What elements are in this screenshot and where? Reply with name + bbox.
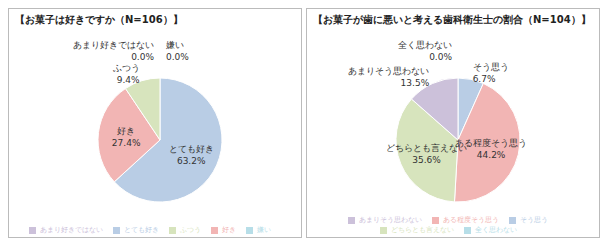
html-text:【お菓子は好きですか（N=106）】: 【お菓子は好きですか（N=106）】 <box>15 14 183 25</box>
html-text:全く思わない: 全く思わない <box>474 226 517 234</box>
svg-text:全く思わない: 全く思わない <box>398 40 452 50</box>
svg-text:6.7%: 6.7% <box>473 74 496 84</box>
svg-text:35.6%: 35.6% <box>412 155 441 165</box>
html-text:とても好き: とても好き <box>124 226 159 234</box>
svg-text:9.4%: 9.4% <box>117 75 140 85</box>
svg-text:13.5%: 13.5% <box>401 78 430 88</box>
html-text:そう思う: そう思う <box>520 216 548 224</box>
html-text:嫌い: 嫌い <box>257 226 271 234</box>
svg-text:0.0%: 0.0% <box>131 52 154 62</box>
svg-text:どちらとも言えない: どちらとも言えない <box>386 143 467 153</box>
svg-text:好き: 好き <box>117 126 135 136</box>
html-text:どちらとも言えない: どちらとも言えない <box>390 226 454 234</box>
html-text:あまりそう思わない: あまりそう思わない <box>359 216 422 224</box>
html-text:あまり好きではない: あまり好きではない <box>40 226 103 234</box>
svg-text:63.2%: 63.2% <box>177 156 206 166</box>
svg-text:0.0%: 0.0% <box>166 52 189 62</box>
svg-text:とても好き: とても好き <box>169 144 214 154</box>
svg-text:27.4%: 27.4% <box>112 138 141 148</box>
html-text:好き: 好き <box>222 226 236 234</box>
svg-text:ある程度そう思う: ある程度そう思う <box>455 138 528 149</box>
html-text:ふつう: ふつう <box>180 226 201 234</box>
svg-text:ふつう: ふつう <box>112 63 140 73</box>
svg-text:そう思う: そう思う <box>473 62 509 72</box>
html-text:【お菓子が歯に悪いと考える歯科衛生士の割合（N=104）】: 【お菓子が歯に悪いと考える歯科衛生士の割合（N=104）】 <box>313 14 591 25</box>
svg-text:あまり好きではない: あまり好きではない <box>73 40 154 50</box>
svg-text:あまりそう思わない: あまりそう思わない <box>348 66 429 76</box>
svg-text:0.0%: 0.0% <box>429 52 452 62</box>
svg-text:嫌い: 嫌い <box>166 40 184 50</box>
svg-text:44.2%: 44.2% <box>477 150 506 160</box>
html-text:ある程度そう思う: ある程度そう思う <box>443 216 499 224</box>
